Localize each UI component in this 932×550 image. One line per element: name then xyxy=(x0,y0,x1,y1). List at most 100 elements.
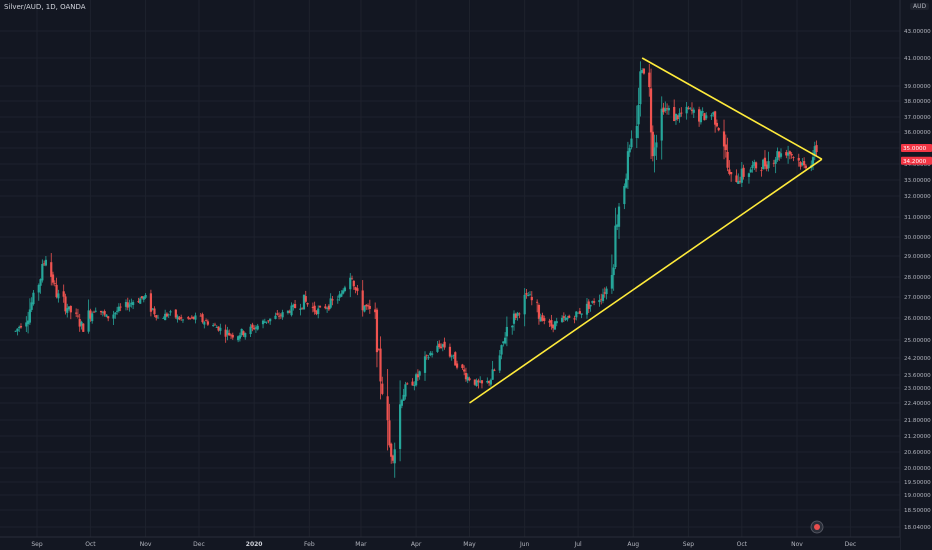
time-tick-label: Sep xyxy=(683,541,695,548)
candle-body xyxy=(498,355,501,371)
candle-body xyxy=(254,327,258,329)
candle-body xyxy=(107,316,110,319)
price-tick-label: 37.00000 xyxy=(904,115,931,121)
candle-body xyxy=(589,304,592,307)
candle-body xyxy=(292,304,295,307)
price-tick-label: 39.00000 xyxy=(904,84,931,90)
candle-body xyxy=(103,311,106,315)
candle-body xyxy=(132,302,135,306)
candle-body xyxy=(80,321,83,326)
candle-body xyxy=(452,354,455,356)
candle-body xyxy=(87,310,90,332)
candle-body xyxy=(438,343,441,348)
candle-body xyxy=(190,316,193,318)
candle-body xyxy=(114,312,117,315)
price-tick-label: 18.04000 xyxy=(904,525,931,531)
candle-body xyxy=(301,307,304,309)
candle-body xyxy=(393,449,396,464)
candle-body xyxy=(194,315,197,320)
price-tick-label: 20.60000 xyxy=(904,450,931,456)
candle-body xyxy=(575,311,578,318)
candle-body xyxy=(176,316,179,320)
candle-body xyxy=(552,324,555,329)
price-axis-bg xyxy=(900,0,932,550)
candle-body xyxy=(489,379,492,385)
candle-body xyxy=(512,313,516,324)
candle-body xyxy=(281,312,284,318)
candle-body xyxy=(91,313,94,322)
candles xyxy=(14,61,818,478)
time-axis[interactable]: Sep Oct Nov Dec 2020 Feb Mar Apr May Jun Jul Aug Sep… xyxy=(0,536,900,550)
candle-body xyxy=(55,284,58,298)
time-tick-label: Feb xyxy=(304,541,315,548)
candle-body xyxy=(813,146,816,156)
candle-body xyxy=(673,107,676,122)
candle-body xyxy=(797,157,800,161)
candle-body xyxy=(724,144,727,151)
candle-body xyxy=(738,180,742,182)
candle-body xyxy=(505,326,508,337)
candle-body xyxy=(388,420,391,446)
candle-body xyxy=(614,225,617,268)
candle-body xyxy=(763,157,767,167)
candle-body xyxy=(365,304,368,307)
candle-body xyxy=(612,267,615,276)
resistance-trendline[interactable] xyxy=(641,57,823,160)
candle-body xyxy=(461,364,464,368)
candle-body xyxy=(427,357,430,359)
candle-body xyxy=(742,167,745,177)
candle-body xyxy=(400,400,403,406)
time-tick-label: May xyxy=(463,541,476,548)
price-tick-label: 24.20000 xyxy=(904,356,931,362)
price-tick-label: 23.60000 xyxy=(904,373,931,379)
candle-body xyxy=(124,302,128,307)
candle-body xyxy=(18,326,21,329)
candle-body xyxy=(576,312,580,314)
price-tick-label: 21.20000 xyxy=(904,434,931,440)
candle-body xyxy=(479,381,482,383)
chart-title: Silver/AUD, 1D, OANDA xyxy=(4,3,86,11)
candle-body xyxy=(617,206,621,227)
price-axis[interactable]: 43.00000 41.00000 39.00000 38.00000 37.00000… xyxy=(899,0,932,550)
candle-body xyxy=(315,310,318,315)
candle-body xyxy=(628,148,631,153)
candle-body xyxy=(37,285,40,293)
candle-body xyxy=(635,126,638,138)
candle-body xyxy=(261,320,265,325)
candle-body xyxy=(568,315,571,318)
candle-body xyxy=(263,321,266,323)
candle-body xyxy=(94,310,97,312)
price-tick-label: 34.00000 xyxy=(904,162,931,168)
support-trendline[interactable] xyxy=(469,158,823,404)
candle-body xyxy=(374,309,377,313)
candle-body xyxy=(76,315,80,317)
candle-body xyxy=(375,309,379,353)
candle-body xyxy=(30,302,33,310)
candle-body xyxy=(690,109,694,111)
candle-body xyxy=(386,396,389,421)
candle-body xyxy=(25,322,28,327)
candle-body xyxy=(75,312,78,314)
candle-body xyxy=(767,161,770,169)
currency-badge[interactable]: AUD xyxy=(910,3,930,10)
candle-body xyxy=(527,294,530,297)
candle-body xyxy=(379,348,382,382)
candle-body xyxy=(67,306,71,310)
candle-body xyxy=(772,162,775,164)
candle-body xyxy=(240,328,243,336)
candle-body xyxy=(516,312,519,316)
candle-body xyxy=(327,305,330,310)
time-tick-label: Dec xyxy=(845,541,857,548)
candle-body xyxy=(585,303,589,315)
candle-body xyxy=(637,104,640,125)
candle-body xyxy=(815,145,818,153)
candle-body xyxy=(128,304,131,307)
candle-body xyxy=(231,334,234,338)
current-price-label: 34.2000 xyxy=(903,159,927,165)
candle-body xyxy=(578,311,581,314)
tradingview-logo[interactable] xyxy=(810,520,824,534)
candle-body xyxy=(641,69,644,73)
price-tick-label: 25.00000 xyxy=(904,338,931,344)
candle-body xyxy=(350,278,354,280)
